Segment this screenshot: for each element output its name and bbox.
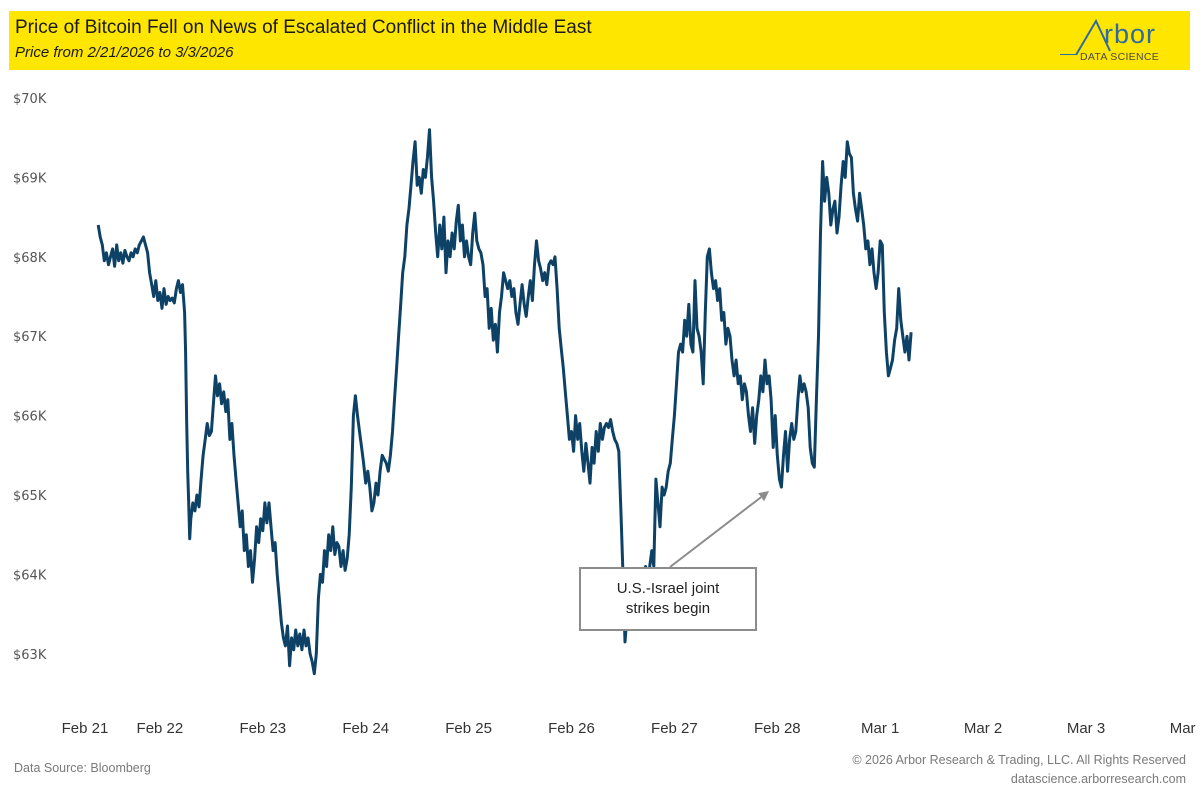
annotation-arrow: [669, 496, 762, 568]
logo-subtitle: DATA SCIENCE: [1080, 51, 1160, 63]
x-tick-label: Mar 3: [1067, 720, 1105, 737]
x-tick-label: Mar 1: [861, 720, 899, 737]
arbor-logo: rbor DATA SCIENCE: [1056, 15, 1182, 67]
annotation-callout: U.S.-Israel joint strikes begin: [579, 567, 757, 631]
annotation-arrowhead: [758, 491, 770, 502]
y-tick-label: $69K: [13, 171, 47, 186]
x-tick-label: Feb 26: [548, 720, 595, 737]
x-axis: Feb 21 Feb 22 Feb 23 Feb 24 Feb 25 Feb 26 Feb …: [62, 720, 1200, 737]
x-tick-label: Feb 25: [445, 720, 492, 737]
logo-peak-icon: [1060, 18, 1111, 55]
data-source: Data Source: Bloomberg: [14, 761, 151, 775]
y-tick-label: $68K: [13, 251, 47, 266]
y-tick-label: $65K: [13, 489, 47, 504]
chart-subtitle: Price from 2/21/2026 to 3/3/2026: [15, 44, 234, 61]
copyright-text: © 2026 Arbor Research & Trading, LLC. Al…: [852, 753, 1186, 767]
x-tick-label: Feb 28: [754, 720, 801, 737]
y-tick-label: $66K: [13, 410, 47, 425]
x-tick-label: Feb 22: [137, 720, 184, 737]
x-tick-label: Mar 2: [964, 720, 1002, 737]
x-tick-label: Feb 23: [239, 720, 286, 737]
price-line: [96, 128, 913, 676]
y-tick-label: $70K: [13, 92, 47, 107]
y-axis: $70K $69K $68K $67K $66K $65K $64K $63K: [13, 92, 47, 663]
x-tick-label: Feb 24: [342, 720, 389, 737]
x-tick-label: Mar 4: [1170, 720, 1200, 737]
y-tick-label: $67K: [13, 330, 47, 345]
x-tick-label: Feb 21: [62, 720, 109, 737]
logo-wordmark: rbor: [1104, 19, 1157, 49]
y-tick-label: $64K: [13, 568, 47, 583]
title-banner: Price of Bitcoin Fell on News of Escalat…: [9, 11, 1190, 70]
copyright-block: © 2026 Arbor Research & Trading, LLC. Al…: [852, 751, 1186, 789]
x-tick-label: Feb 27: [651, 720, 698, 737]
website-text: datascience.arborresearch.com: [1010, 772, 1186, 786]
chart-title: Price of Bitcoin Fell on News of Escalat…: [15, 17, 592, 38]
y-tick-label: $63K: [13, 648, 47, 663]
